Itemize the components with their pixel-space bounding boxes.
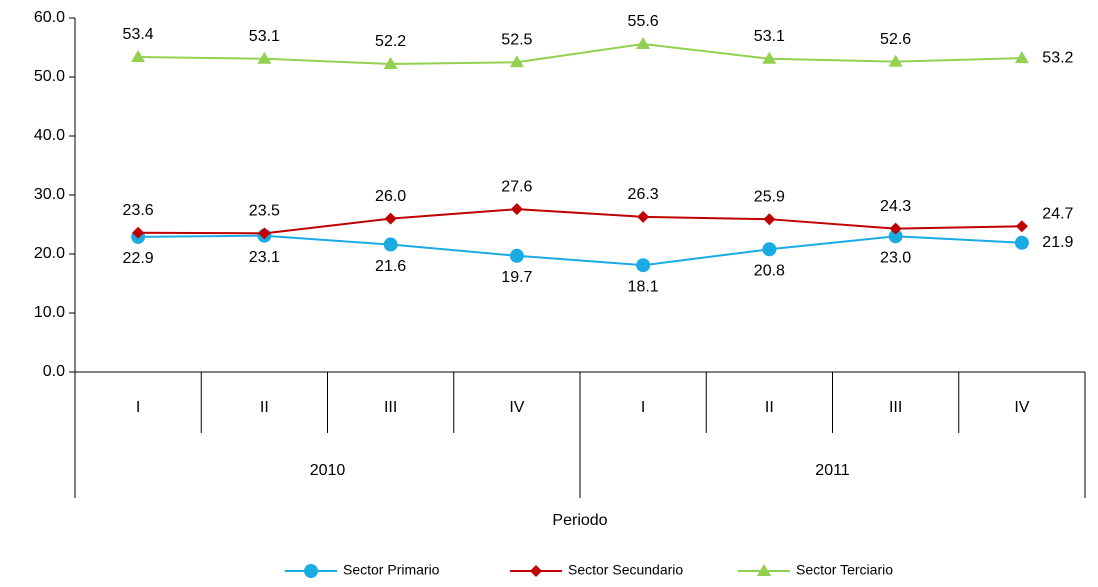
data-label: 52.5 bbox=[501, 31, 532, 48]
data-label: 23.0 bbox=[880, 250, 911, 267]
data-label: 53.1 bbox=[249, 28, 280, 45]
group-label: 2010 bbox=[310, 462, 346, 479]
point bbox=[509, 248, 524, 263]
data-label: 18.1 bbox=[628, 278, 659, 295]
y-tick-label: 0.0 bbox=[43, 363, 65, 380]
data-label: 24.7 bbox=[1042, 205, 1073, 222]
data-label: 55.6 bbox=[628, 13, 659, 30]
series-line bbox=[138, 234, 1022, 267]
y-tick-label: 10.0 bbox=[34, 304, 65, 321]
data-label: 25.9 bbox=[754, 188, 785, 205]
x-tick-label: IV bbox=[1014, 399, 1029, 416]
point bbox=[637, 210, 650, 223]
x-axis-title: Periodo bbox=[552, 512, 607, 529]
group-label: 2011 bbox=[815, 462, 850, 479]
data-label: 26.3 bbox=[628, 186, 659, 203]
point bbox=[763, 213, 776, 226]
point bbox=[636, 258, 651, 273]
point bbox=[636, 36, 651, 49]
point bbox=[509, 55, 524, 68]
x-tick-label: III bbox=[384, 399, 397, 416]
x-tick-label: IV bbox=[509, 399, 524, 416]
point bbox=[510, 203, 523, 216]
series-line bbox=[138, 42, 1022, 66]
point bbox=[762, 242, 777, 257]
y-tick-label: 30.0 bbox=[34, 186, 65, 203]
point bbox=[131, 49, 146, 62]
data-label: 22.9 bbox=[123, 250, 154, 267]
y-tick-label: 40.0 bbox=[34, 127, 65, 144]
legend-label: Sector Primario bbox=[343, 562, 440, 578]
point bbox=[132, 226, 145, 239]
data-label: 53.2 bbox=[1042, 49, 1073, 66]
data-label: 53.4 bbox=[123, 26, 154, 43]
point bbox=[889, 222, 902, 235]
point bbox=[530, 565, 542, 577]
point bbox=[1015, 220, 1028, 233]
series-line bbox=[138, 208, 1022, 235]
x-tick-label: II bbox=[765, 399, 774, 416]
data-label: 53.1 bbox=[754, 28, 785, 45]
data-label: 52.6 bbox=[880, 31, 911, 48]
data-label: 23.6 bbox=[123, 202, 154, 219]
data-label: 27.6 bbox=[501, 178, 532, 195]
point bbox=[304, 564, 318, 578]
x-tick-label: II bbox=[260, 399, 269, 416]
legend-label: Sector Terciario bbox=[796, 562, 893, 578]
point bbox=[383, 57, 398, 70]
point bbox=[258, 227, 271, 240]
data-label: 23.1 bbox=[249, 249, 280, 266]
point bbox=[888, 229, 903, 244]
point bbox=[1014, 235, 1029, 250]
x-tick-label: I bbox=[641, 399, 645, 416]
data-label: 26.0 bbox=[375, 188, 406, 205]
data-label: 52.2 bbox=[375, 33, 406, 50]
legend-label: Sector Secundario bbox=[568, 562, 683, 578]
x-tick-label: I bbox=[136, 399, 140, 416]
data-label: 24.3 bbox=[880, 198, 911, 215]
point bbox=[762, 51, 777, 64]
data-label: 23.5 bbox=[249, 203, 280, 220]
data-label: 19.7 bbox=[501, 269, 532, 286]
data-label: 20.8 bbox=[754, 262, 785, 279]
data-label: 21.6 bbox=[375, 258, 406, 275]
y-tick-label: 50.0 bbox=[34, 68, 65, 85]
point bbox=[757, 564, 771, 576]
point bbox=[383, 237, 398, 252]
point bbox=[888, 54, 903, 67]
x-tick-label: III bbox=[889, 399, 902, 416]
data-label: 21.9 bbox=[1042, 234, 1073, 251]
y-tick-label: 60.0 bbox=[34, 9, 65, 26]
point bbox=[1014, 51, 1029, 64]
point bbox=[384, 212, 397, 225]
y-tick-label: 20.0 bbox=[34, 245, 65, 262]
point bbox=[257, 51, 272, 64]
